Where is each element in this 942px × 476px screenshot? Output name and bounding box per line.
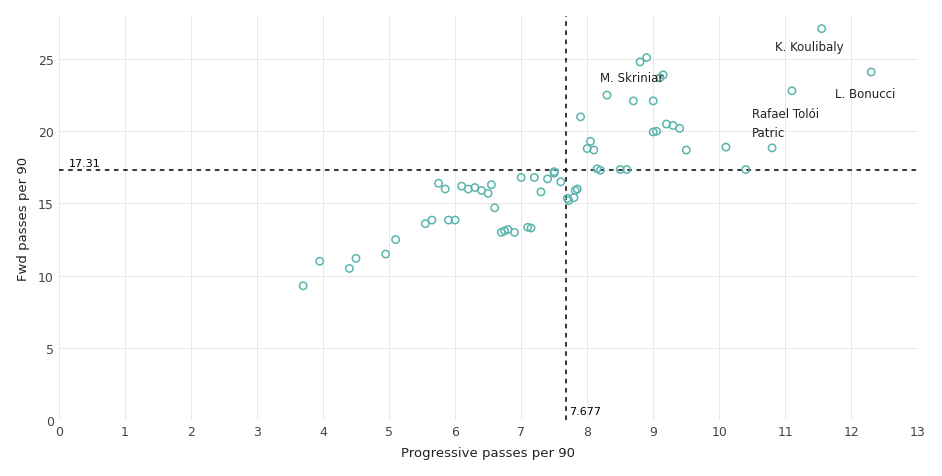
Point [639,55,654,62]
Point [454,183,469,190]
Point [520,224,535,232]
Point [719,144,734,152]
Text: Patric: Patric [753,127,786,140]
Point [507,229,522,237]
Point [540,176,555,183]
Point [566,195,581,202]
Point [441,217,456,224]
Point [500,226,515,234]
Text: 17.31: 17.31 [69,159,101,169]
Point [579,146,594,153]
Point [418,220,433,228]
Point [765,145,780,152]
Point [673,125,688,133]
Point [645,98,660,106]
Point [679,147,694,155]
Point [658,121,674,129]
Point [487,205,502,212]
Point [785,88,800,95]
Point [561,198,577,205]
Point [665,122,680,130]
Point [612,166,627,174]
Point [553,178,568,186]
Point [513,174,528,182]
Point [388,236,403,244]
Point [739,166,754,174]
Text: 7.677: 7.677 [569,406,601,416]
Point [645,129,660,137]
Point [814,26,829,33]
Point [425,217,440,224]
Point [312,258,327,266]
Point [656,72,671,79]
Point [524,225,539,232]
Point [625,98,641,106]
Text: M. Skriniar: M. Skriniar [600,71,664,84]
Point [497,228,512,235]
Point [864,69,879,77]
Point [560,195,575,203]
Point [527,174,542,182]
Point [480,190,495,198]
Point [296,282,311,290]
Point [586,147,601,155]
Point [546,170,561,178]
Point [619,166,634,174]
Point [649,128,664,136]
Text: K. Koulibaly: K. Koulibaly [775,41,844,54]
Point [447,217,463,224]
Point [461,186,476,193]
Text: Rafael Tolói: Rafael Tolói [753,108,820,121]
Point [583,138,598,146]
Point [474,187,489,195]
Text: L. Bonucci: L. Bonucci [835,88,895,101]
Point [533,188,548,196]
Point [568,187,583,195]
Point [438,186,453,193]
Point [573,114,588,121]
Point [484,181,499,189]
Point [431,180,447,188]
Point [546,169,561,176]
Y-axis label: Fwd passes per 90: Fwd passes per 90 [17,157,29,280]
Point [570,186,585,193]
Point [599,92,614,100]
Point [590,166,605,173]
Point [349,255,364,263]
Point [494,229,509,237]
Point [632,59,647,67]
Point [467,184,482,192]
Point [378,251,393,258]
Point [652,75,667,82]
X-axis label: Progressive passes per 90: Progressive passes per 90 [401,446,576,459]
Point [593,167,608,175]
Point [342,265,357,273]
